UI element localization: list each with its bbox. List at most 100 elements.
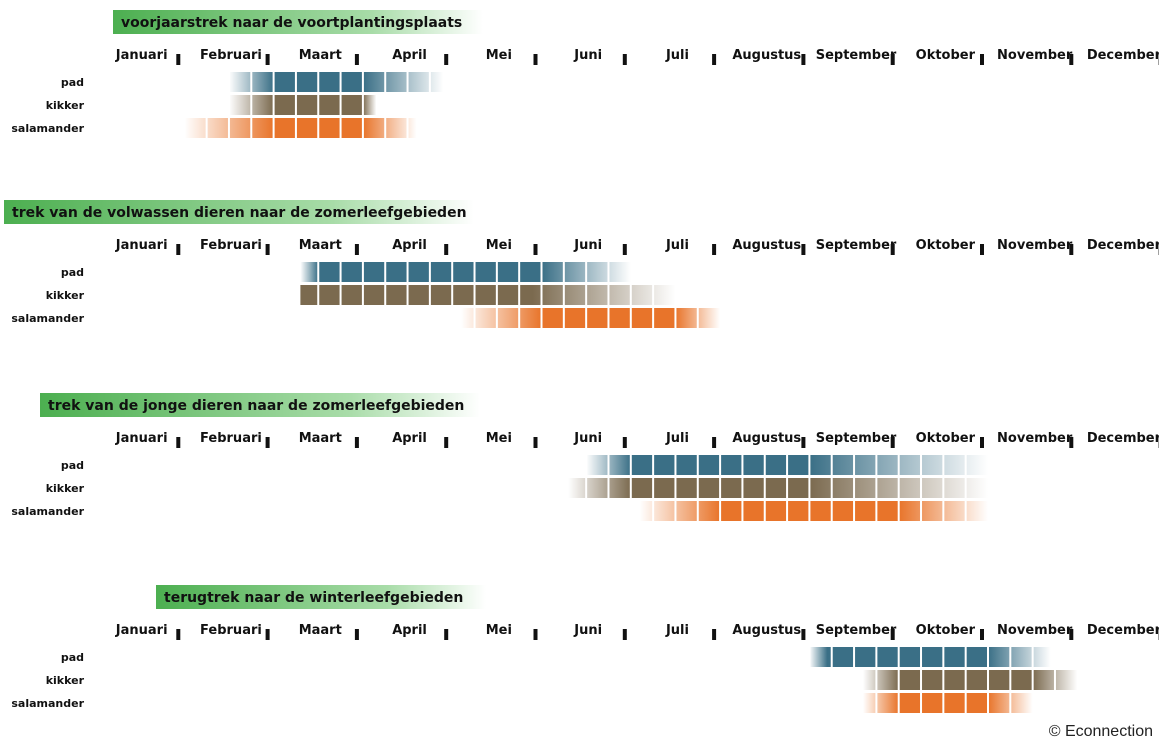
bar-separator	[652, 285, 655, 305]
bar-separator	[339, 72, 342, 92]
bar-separator	[964, 501, 967, 521]
month-label: December	[1087, 48, 1159, 63]
bar-separator	[897, 455, 900, 475]
bar-separator	[853, 501, 856, 521]
bar-separator	[629, 285, 632, 305]
bar-pad	[228, 72, 444, 92]
bar-separator	[518, 308, 521, 328]
month-label: Mei	[486, 238, 512, 253]
month-label: December	[1087, 238, 1159, 253]
bar-separator	[250, 72, 253, 92]
panel-title-banner	[4, 200, 474, 224]
bar-separator	[808, 647, 811, 667]
bar-separator	[272, 118, 275, 138]
month-label: Juli	[665, 238, 689, 253]
bar-separator	[674, 455, 677, 475]
month-label: Januari	[115, 623, 168, 638]
month-tick	[533, 54, 538, 65]
bar-separator	[607, 455, 610, 475]
bar-separator	[629, 308, 632, 328]
bar-separator	[384, 72, 387, 92]
bar-separator	[406, 72, 409, 92]
bar-separator	[339, 262, 342, 282]
bar-separator	[272, 95, 275, 115]
bar-separator	[741, 478, 744, 498]
panel-3: trek van de jonge dieren naar de zomerle…	[11, 393, 1159, 521]
bar-separator	[562, 308, 565, 328]
bar-separator	[853, 478, 856, 498]
bar-separator	[897, 693, 900, 713]
bar-separator	[942, 478, 945, 498]
series-label-pad: pad	[61, 266, 84, 279]
month-tick	[712, 244, 717, 255]
series-label-pad: pad	[61, 651, 84, 664]
bar-separator	[384, 285, 387, 305]
month-label: Mei	[486, 431, 512, 446]
bar-kikker	[862, 670, 1078, 690]
bar-separator	[987, 647, 989, 667]
bar-separator	[652, 501, 655, 521]
month-label: Januari	[115, 431, 168, 446]
bar-separator	[205, 118, 208, 138]
bar-separator	[964, 670, 967, 690]
series-label-kikker: kikker	[46, 99, 85, 112]
bar-separator	[540, 308, 543, 328]
bar-separator	[830, 501, 833, 521]
bar-salamander	[639, 501, 988, 521]
month-tick	[444, 437, 449, 448]
bar-separator	[540, 285, 543, 305]
bar-separator	[964, 455, 967, 475]
month-label: Augustus	[732, 623, 801, 638]
bar-salamander	[461, 308, 721, 328]
bar-separator	[317, 95, 320, 115]
bar-separator	[830, 478, 833, 498]
bar-separator	[562, 262, 565, 282]
month-tick	[176, 629, 181, 640]
bar-separator	[897, 501, 900, 521]
month-label: Oktober	[916, 48, 976, 63]
bar-separator	[339, 285, 342, 305]
bar-separator	[473, 262, 476, 282]
bar-separator	[1031, 670, 1034, 690]
month-tick	[980, 437, 984, 448]
month-tick	[444, 629, 449, 640]
month-label: Oktober	[916, 238, 976, 253]
bar-separator	[451, 262, 454, 282]
bar-separator	[942, 647, 945, 667]
month-tick	[980, 629, 984, 640]
bar-separator	[495, 285, 498, 305]
bar-separator	[317, 262, 320, 282]
bar-separator	[763, 501, 766, 521]
bar-separator	[897, 670, 900, 690]
bar-separator	[272, 72, 275, 92]
bar-separator	[473, 285, 476, 305]
bar-separator	[897, 647, 900, 667]
month-tick	[533, 629, 538, 640]
bar-separator	[920, 455, 923, 475]
bar-separator	[607, 478, 610, 498]
month-tick	[622, 54, 627, 65]
bar-separator	[875, 647, 878, 667]
month-label: Februari	[200, 623, 262, 638]
month-label: Maart	[299, 48, 342, 63]
bar-separator	[607, 308, 610, 328]
bar-separator	[183, 118, 186, 138]
bar-separator	[942, 693, 945, 713]
month-tick	[265, 437, 270, 448]
month-tick	[712, 54, 717, 65]
month-label: November	[997, 238, 1073, 253]
month-tick	[176, 54, 181, 65]
month-label: Juli	[665, 431, 689, 446]
bar-separator	[339, 95, 342, 115]
bar-separator	[808, 501, 811, 521]
bar-separator	[250, 118, 253, 138]
month-tick	[176, 244, 181, 255]
month-tick	[980, 244, 984, 255]
bar-separator	[294, 118, 297, 138]
month-tick	[265, 244, 270, 255]
bar-separator	[897, 478, 900, 498]
bar-separator	[317, 72, 320, 92]
bar-separator	[317, 285, 320, 305]
month-tick	[622, 437, 627, 448]
bar-separator	[518, 285, 521, 305]
